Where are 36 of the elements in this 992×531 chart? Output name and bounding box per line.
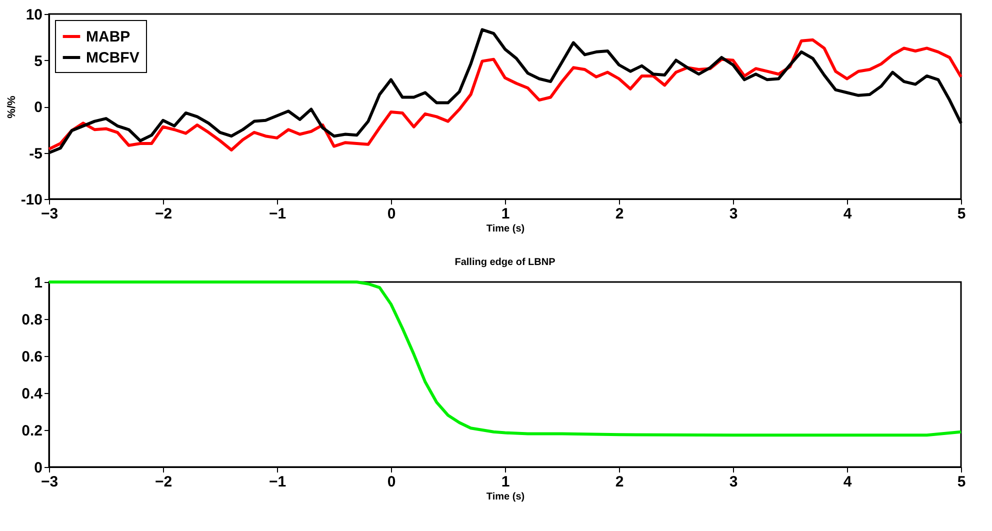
y-tick-label: -10 — [20, 192, 42, 208]
x-axis-title: Time (s) — [486, 492, 525, 502]
y-tick-label: 10 — [26, 6, 42, 24]
x-tick-label: −2 — [154, 474, 172, 490]
y-tick-label: 1 — [34, 274, 42, 292]
x-tick-label: −3 — [40, 474, 58, 490]
line-series — [48, 280, 962, 437]
x-tick-label: 2 — [615, 206, 624, 222]
y-tick-label: 0.4 — [22, 386, 44, 402]
legend-label: MABP — [86, 28, 130, 46]
x-tick-label: 1 — [501, 474, 510, 490]
y-tick-label: 0.6 — [22, 348, 42, 366]
x-tick-label: 2 — [615, 474, 624, 490]
x-tick-label: −2 — [154, 206, 172, 222]
x-tick-label: −1 — [268, 474, 286, 490]
x-tick-label: 0 — [387, 474, 396, 490]
y-axis-title: %/% — [6, 95, 18, 118]
x-tick-label: 1 — [501, 206, 510, 222]
x-axis-title: Time (s) — [486, 224, 525, 234]
x-tick-label: 5 — [957, 474, 966, 490]
y-tick-label: -5 — [29, 145, 42, 162]
x-tick-label: −3 — [40, 206, 58, 222]
y-tick-label: 0.2 — [22, 422, 42, 440]
x-tick-label: 4 — [843, 206, 852, 222]
x-tick-label: 5 — [957, 206, 966, 222]
y-tick-label: 0 — [34, 99, 42, 116]
chart-title: Falling edge of LBNP — [454, 257, 556, 268]
x-tick-label: −1 — [268, 206, 286, 222]
legend-label: MCBFV — [86, 50, 140, 66]
x-tick-label: 4 — [843, 474, 852, 490]
y-tick-label: 5 — [34, 52, 42, 70]
x-tick-label: 3 — [729, 206, 738, 222]
x-tick-label: 3 — [729, 474, 738, 490]
y-tick-label: 0.8 — [22, 312, 42, 328]
y-tick-label: 0 — [34, 460, 42, 476]
x-tick-label: 0 — [387, 206, 396, 222]
